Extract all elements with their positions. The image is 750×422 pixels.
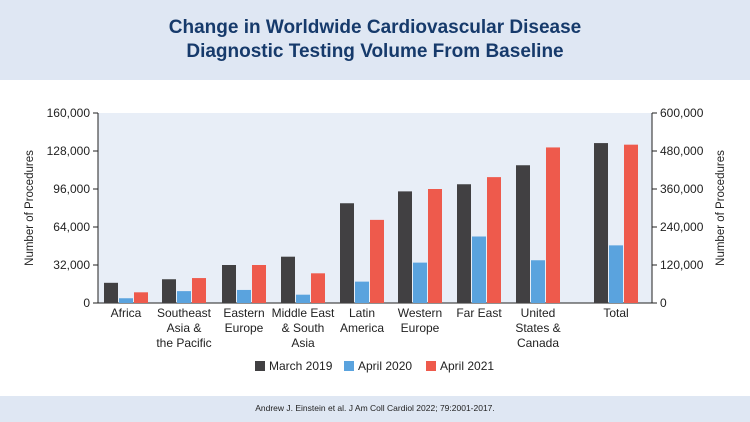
- legend-label: March 2019: [269, 359, 333, 373]
- bar-april-2020: [237, 289, 251, 303]
- bar-april-2021: [134, 292, 148, 303]
- legend-swatch: [255, 361, 265, 371]
- legend-label: April 2020: [358, 359, 412, 373]
- bar-april-2020: [413, 262, 427, 303]
- x-category-label: Far East: [456, 306, 502, 320]
- y-tick-label-right: 480,000: [660, 144, 704, 158]
- x-category-label: Western: [398, 306, 442, 320]
- x-category-label: Asia: [291, 336, 315, 350]
- x-category-label: Latin: [349, 306, 375, 320]
- bar-april-2021: [192, 278, 206, 303]
- x-category-label: Eastern: [223, 306, 264, 320]
- y-tick-label-left: 160,000: [47, 106, 91, 120]
- y-tick-label-right: 120,000: [660, 258, 704, 272]
- y-tick-label-right: 600,000: [660, 106, 704, 120]
- bar-april-2020: [531, 260, 545, 303]
- footer-band: [0, 396, 750, 422]
- bar-april-2020: [355, 281, 369, 303]
- chart-title: Change in Worldwide Cardiovascular Disea…: [0, 16, 750, 64]
- x-category-label: Europe: [401, 321, 440, 335]
- x-category-label: Middle East: [272, 306, 335, 320]
- x-category-label: & South: [282, 321, 325, 335]
- y-tick-label-left: 0: [83, 296, 90, 310]
- bar-april-2020: [472, 236, 486, 303]
- x-category-label: States &: [515, 321, 560, 335]
- x-category-label: America: [340, 321, 384, 335]
- y-tick-label-right: 0: [660, 296, 667, 310]
- bar-april-2021: [546, 147, 560, 303]
- bar-april-2021: [311, 273, 325, 303]
- bar-march-2019: [162, 279, 176, 303]
- legend-swatch: [344, 361, 354, 371]
- bar-april-2021: [252, 265, 266, 303]
- x-category-label: Africa: [111, 306, 142, 320]
- x-category-label: Europe: [225, 321, 264, 335]
- y-axis-title-left: Number of Procedures: [24, 150, 36, 266]
- bar-march-2019: [340, 203, 354, 303]
- bar-april-2020: [609, 245, 623, 303]
- y-tick-label-right: 360,000: [660, 182, 704, 196]
- bar-march-2019: [222, 265, 236, 303]
- y-tick-label-left: 32,000: [53, 258, 90, 272]
- bar-april-2020: [177, 291, 191, 303]
- bar-april-2021: [487, 177, 501, 303]
- bar-march-2019: [457, 184, 471, 303]
- y-axis-title-right: Number of Procedures: [715, 150, 727, 266]
- bar-march-2019: [104, 282, 118, 303]
- y-tick-label-right: 240,000: [660, 220, 704, 234]
- y-tick-label-left: 64,000: [53, 220, 90, 234]
- bar-april-2021: [370, 219, 384, 303]
- bar-march-2019: [516, 165, 530, 303]
- legend-swatch: [426, 361, 436, 371]
- title-line-1: Change in Worldwide Cardiovascular Disea…: [168, 17, 582, 38]
- x-category-label: the Pacific: [156, 336, 211, 350]
- x-category-label: Total: [603, 306, 628, 320]
- title-line-2: Diagnostic Testing Volume From Baseline: [186, 41, 564, 62]
- x-category-label: Asia &: [167, 321, 202, 335]
- bar-march-2019: [281, 256, 295, 303]
- x-category-label: United: [521, 306, 556, 320]
- x-category-label: Southeast: [157, 306, 212, 320]
- bar-chart: 0 32,000 64,000 96,000 128,000 160,000 0 120,00…: [24, 106, 727, 373]
- header-band: [0, 0, 750, 80]
- citation: Andrew J. Einstein et al. J Am Coll Card…: [255, 403, 495, 413]
- bar-april-2020: [119, 298, 133, 303]
- legend-label: April 2021: [440, 359, 494, 373]
- bar-april-2021: [428, 189, 442, 303]
- y-tick-label-left: 128,000: [47, 144, 91, 158]
- bar-march-2019: [398, 191, 412, 303]
- bar-april-2021: [624, 144, 638, 303]
- bar-april-2020: [296, 294, 310, 303]
- x-category-label: Canada: [517, 336, 559, 350]
- bar-march-2019: [594, 143, 608, 303]
- y-tick-label-left: 96,000: [53, 182, 90, 196]
